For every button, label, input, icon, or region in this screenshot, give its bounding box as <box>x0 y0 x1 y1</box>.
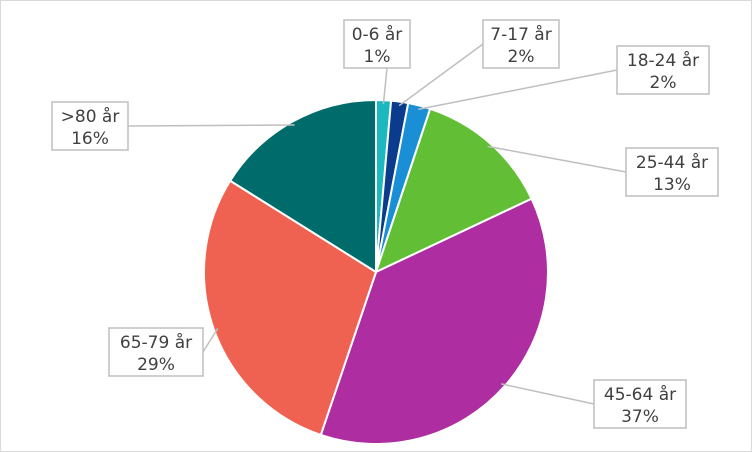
data-label-value: 2% <box>508 47 535 67</box>
data-label-box <box>593 379 687 429</box>
leader-line <box>487 145 627 173</box>
data-label-category: 45-64 år <box>604 384 676 405</box>
data-label-category: 7-17 år <box>490 24 551 45</box>
data-label-category: 0-6 år <box>352 24 403 45</box>
leader-line <box>418 69 618 111</box>
data-label-category: 18-24 år <box>627 50 699 71</box>
data-label-value: 1% <box>364 47 391 67</box>
leader-lines <box>127 43 627 405</box>
data-label-category: 65-79 år <box>120 332 192 353</box>
pie-slice-25-44-r <box>374 107 533 274</box>
data-label-category: >80 år <box>61 106 120 127</box>
data-label: 18-24 år2% <box>616 45 710 95</box>
pie-slice-80-r <box>228 98 377 274</box>
slices-layer <box>203 98 549 445</box>
data-label-box <box>482 19 560 69</box>
data-label: 0-6 år1% <box>343 19 411 69</box>
pie-slice-45-64-r <box>319 197 549 445</box>
data-label: 7-17 år2% <box>482 19 560 69</box>
data-label-value: 13% <box>653 175 691 195</box>
pie-slice-65-79-r <box>203 179 378 437</box>
data-label-box <box>108 327 204 377</box>
leader-line <box>202 328 219 353</box>
data-label-box <box>625 147 719 197</box>
leader-line <box>501 383 595 405</box>
data-label-value: 29% <box>137 355 175 375</box>
data-label-box <box>343 19 411 69</box>
data-label-value: 16% <box>71 129 109 149</box>
leader-line <box>382 67 388 105</box>
leader-line <box>398 43 484 107</box>
leader-line <box>127 124 295 127</box>
data-label-value: 2% <box>650 73 677 93</box>
data-label-box <box>51 101 129 151</box>
data-label-category: 25-44 år <box>636 152 708 173</box>
data-label-value: 37% <box>621 407 659 427</box>
data-label-box <box>616 45 710 95</box>
data-labels: 0-6 år1%7-17 år2% 18-24 år2%25-44 år13%45… <box>51 19 719 429</box>
